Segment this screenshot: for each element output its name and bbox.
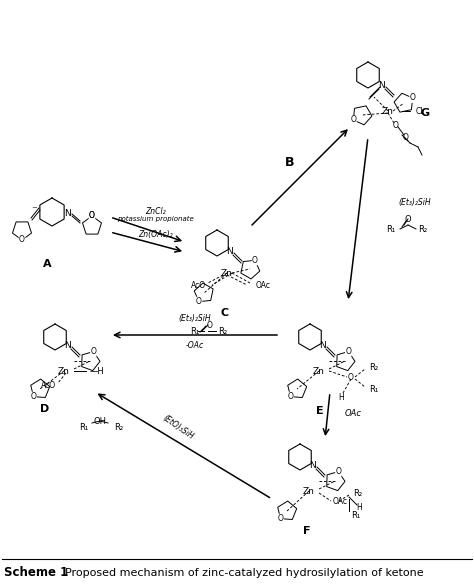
Text: O: O [350, 116, 356, 124]
Text: R₂: R₂ [369, 363, 378, 372]
Text: ~: ~ [31, 205, 37, 211]
Text: R₂: R₂ [218, 328, 227, 336]
Text: O: O [89, 211, 95, 221]
Text: Proposed mechanism of zinc-catalyzed hydrosilylation of ketone: Proposed mechanism of zinc-catalyzed hyd… [58, 568, 424, 578]
Text: H: H [338, 393, 344, 402]
Text: D: D [40, 404, 50, 414]
Text: H: H [356, 502, 362, 511]
Text: R₁: R₁ [351, 511, 360, 519]
Text: O: O [278, 514, 283, 523]
Text: N: N [379, 80, 385, 89]
Text: OAc: OAc [345, 410, 362, 419]
Text: ZnCl₂: ZnCl₂ [145, 207, 165, 215]
Text: R₁: R₁ [386, 224, 395, 234]
Text: O: O [348, 373, 354, 382]
Text: (EtO)₃SiH: (EtO)₃SiH [161, 413, 195, 441]
Text: C: C [221, 308, 229, 318]
Text: O: O [89, 211, 95, 221]
Text: Zn(OAc)₂: Zn(OAc)₂ [137, 231, 173, 239]
Text: Zn: Zn [382, 106, 394, 116]
Text: Zn: Zn [221, 268, 233, 278]
Text: R₁: R₁ [79, 423, 88, 431]
Text: (Et₃)₂SiH: (Et₃)₂SiH [398, 197, 430, 207]
Text: N: N [227, 247, 233, 255]
Text: N: N [64, 340, 72, 349]
Text: Scheme 1: Scheme 1 [4, 566, 68, 579]
Text: A: A [43, 259, 51, 269]
Text: R₂: R₂ [353, 488, 362, 498]
Text: -OAc: -OAc [186, 340, 204, 349]
Text: N: N [319, 340, 327, 349]
Text: R₂: R₂ [114, 423, 123, 431]
Text: O: O [31, 392, 36, 401]
Text: AcO: AcO [41, 380, 56, 390]
Text: N: N [310, 460, 316, 470]
Text: O: O [336, 467, 341, 476]
Text: O: O [405, 214, 411, 224]
Text: E: E [316, 406, 324, 416]
Text: O: O [252, 256, 258, 265]
Text: O: O [393, 120, 399, 130]
Text: N: N [64, 210, 72, 218]
Text: O: O [196, 297, 202, 306]
Text: R₁: R₁ [191, 328, 200, 336]
Text: —H: —H [90, 366, 105, 376]
Text: R₁: R₁ [369, 384, 378, 393]
Text: OH: OH [93, 417, 107, 426]
Text: AcO: AcO [191, 281, 206, 289]
Text: R₂: R₂ [418, 224, 427, 234]
Text: Cl: Cl [416, 106, 423, 116]
Text: O: O [403, 133, 409, 141]
Text: Zn: Zn [303, 487, 315, 495]
Text: G: G [420, 108, 429, 118]
Text: O: O [207, 321, 213, 329]
Text: Zn: Zn [313, 366, 325, 376]
Text: O: O [346, 347, 351, 356]
Text: OAc: OAc [333, 497, 348, 505]
Text: F: F [303, 526, 311, 536]
Text: OAc: OAc [256, 281, 271, 289]
Text: Zn: Zn [58, 366, 70, 376]
Text: O: O [91, 347, 96, 356]
Text: B: B [285, 156, 295, 168]
Text: O: O [288, 392, 293, 401]
Text: potassium propionate: potassium propionate [117, 216, 193, 222]
Text: (Et₃)₂SiH: (Et₃)₂SiH [179, 315, 211, 323]
Text: O: O [19, 235, 25, 245]
Text: O: O [410, 93, 416, 103]
